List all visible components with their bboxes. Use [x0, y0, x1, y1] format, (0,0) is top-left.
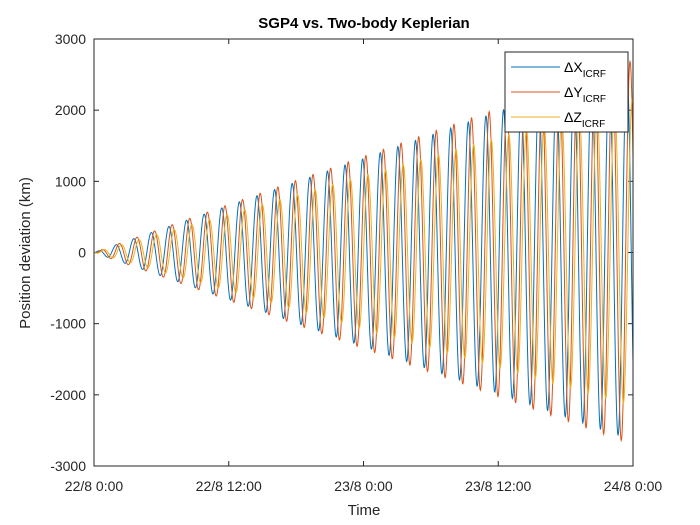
legend-label-main: ΔX [564, 59, 583, 75]
legend-label: ΔZICRF [564, 109, 605, 130]
x-tick-label: 23/8 0:00 [334, 478, 393, 494]
y-axis-label: Position deviation (km) [17, 177, 34, 329]
x-tick-label: 22/8 0:00 [65, 478, 124, 494]
legend-label-subscript: ICRF [582, 119, 605, 130]
series-line-dx [94, 65, 633, 436]
y-tick-label: 0 [78, 245, 86, 261]
y-axis-ticks: -3000 -2000 -1000 0 1000 2000 3000 [50, 31, 633, 474]
y-tick-label: 2000 [55, 102, 86, 118]
legend-label-subscript: ICRF [583, 69, 606, 80]
y-tick-label: 1000 [55, 173, 86, 189]
x-tick-label: 24/8 0:00 [604, 478, 663, 494]
y-tick-label: 3000 [55, 31, 86, 47]
x-axis-ticks: 22/8 0:00 22/8 12:00 23/8 0:00 23/8 12:00 24… [65, 39, 663, 494]
y-tick-label: -1000 [50, 316, 86, 332]
plot-frame [93, 38, 634, 467]
x-tick-label: 22/8 12:00 [196, 478, 262, 494]
legend-label-main: ΔZ [564, 109, 582, 125]
legend-label: ΔYICRF [564, 84, 606, 105]
x-tick-label: 23/8 12:00 [465, 478, 531, 494]
y-tick-label: -2000 [50, 387, 86, 403]
legend-label-main: ΔY [564, 84, 583, 100]
legend-label-subscript: ICRF [583, 94, 606, 105]
y-tick-label: -3000 [50, 458, 86, 474]
legend-label: ΔXICRF [564, 59, 606, 80]
chart-title: SGP4 vs. Two-body Keplerian [258, 15, 469, 32]
x-axis-label: Time [348, 502, 381, 519]
